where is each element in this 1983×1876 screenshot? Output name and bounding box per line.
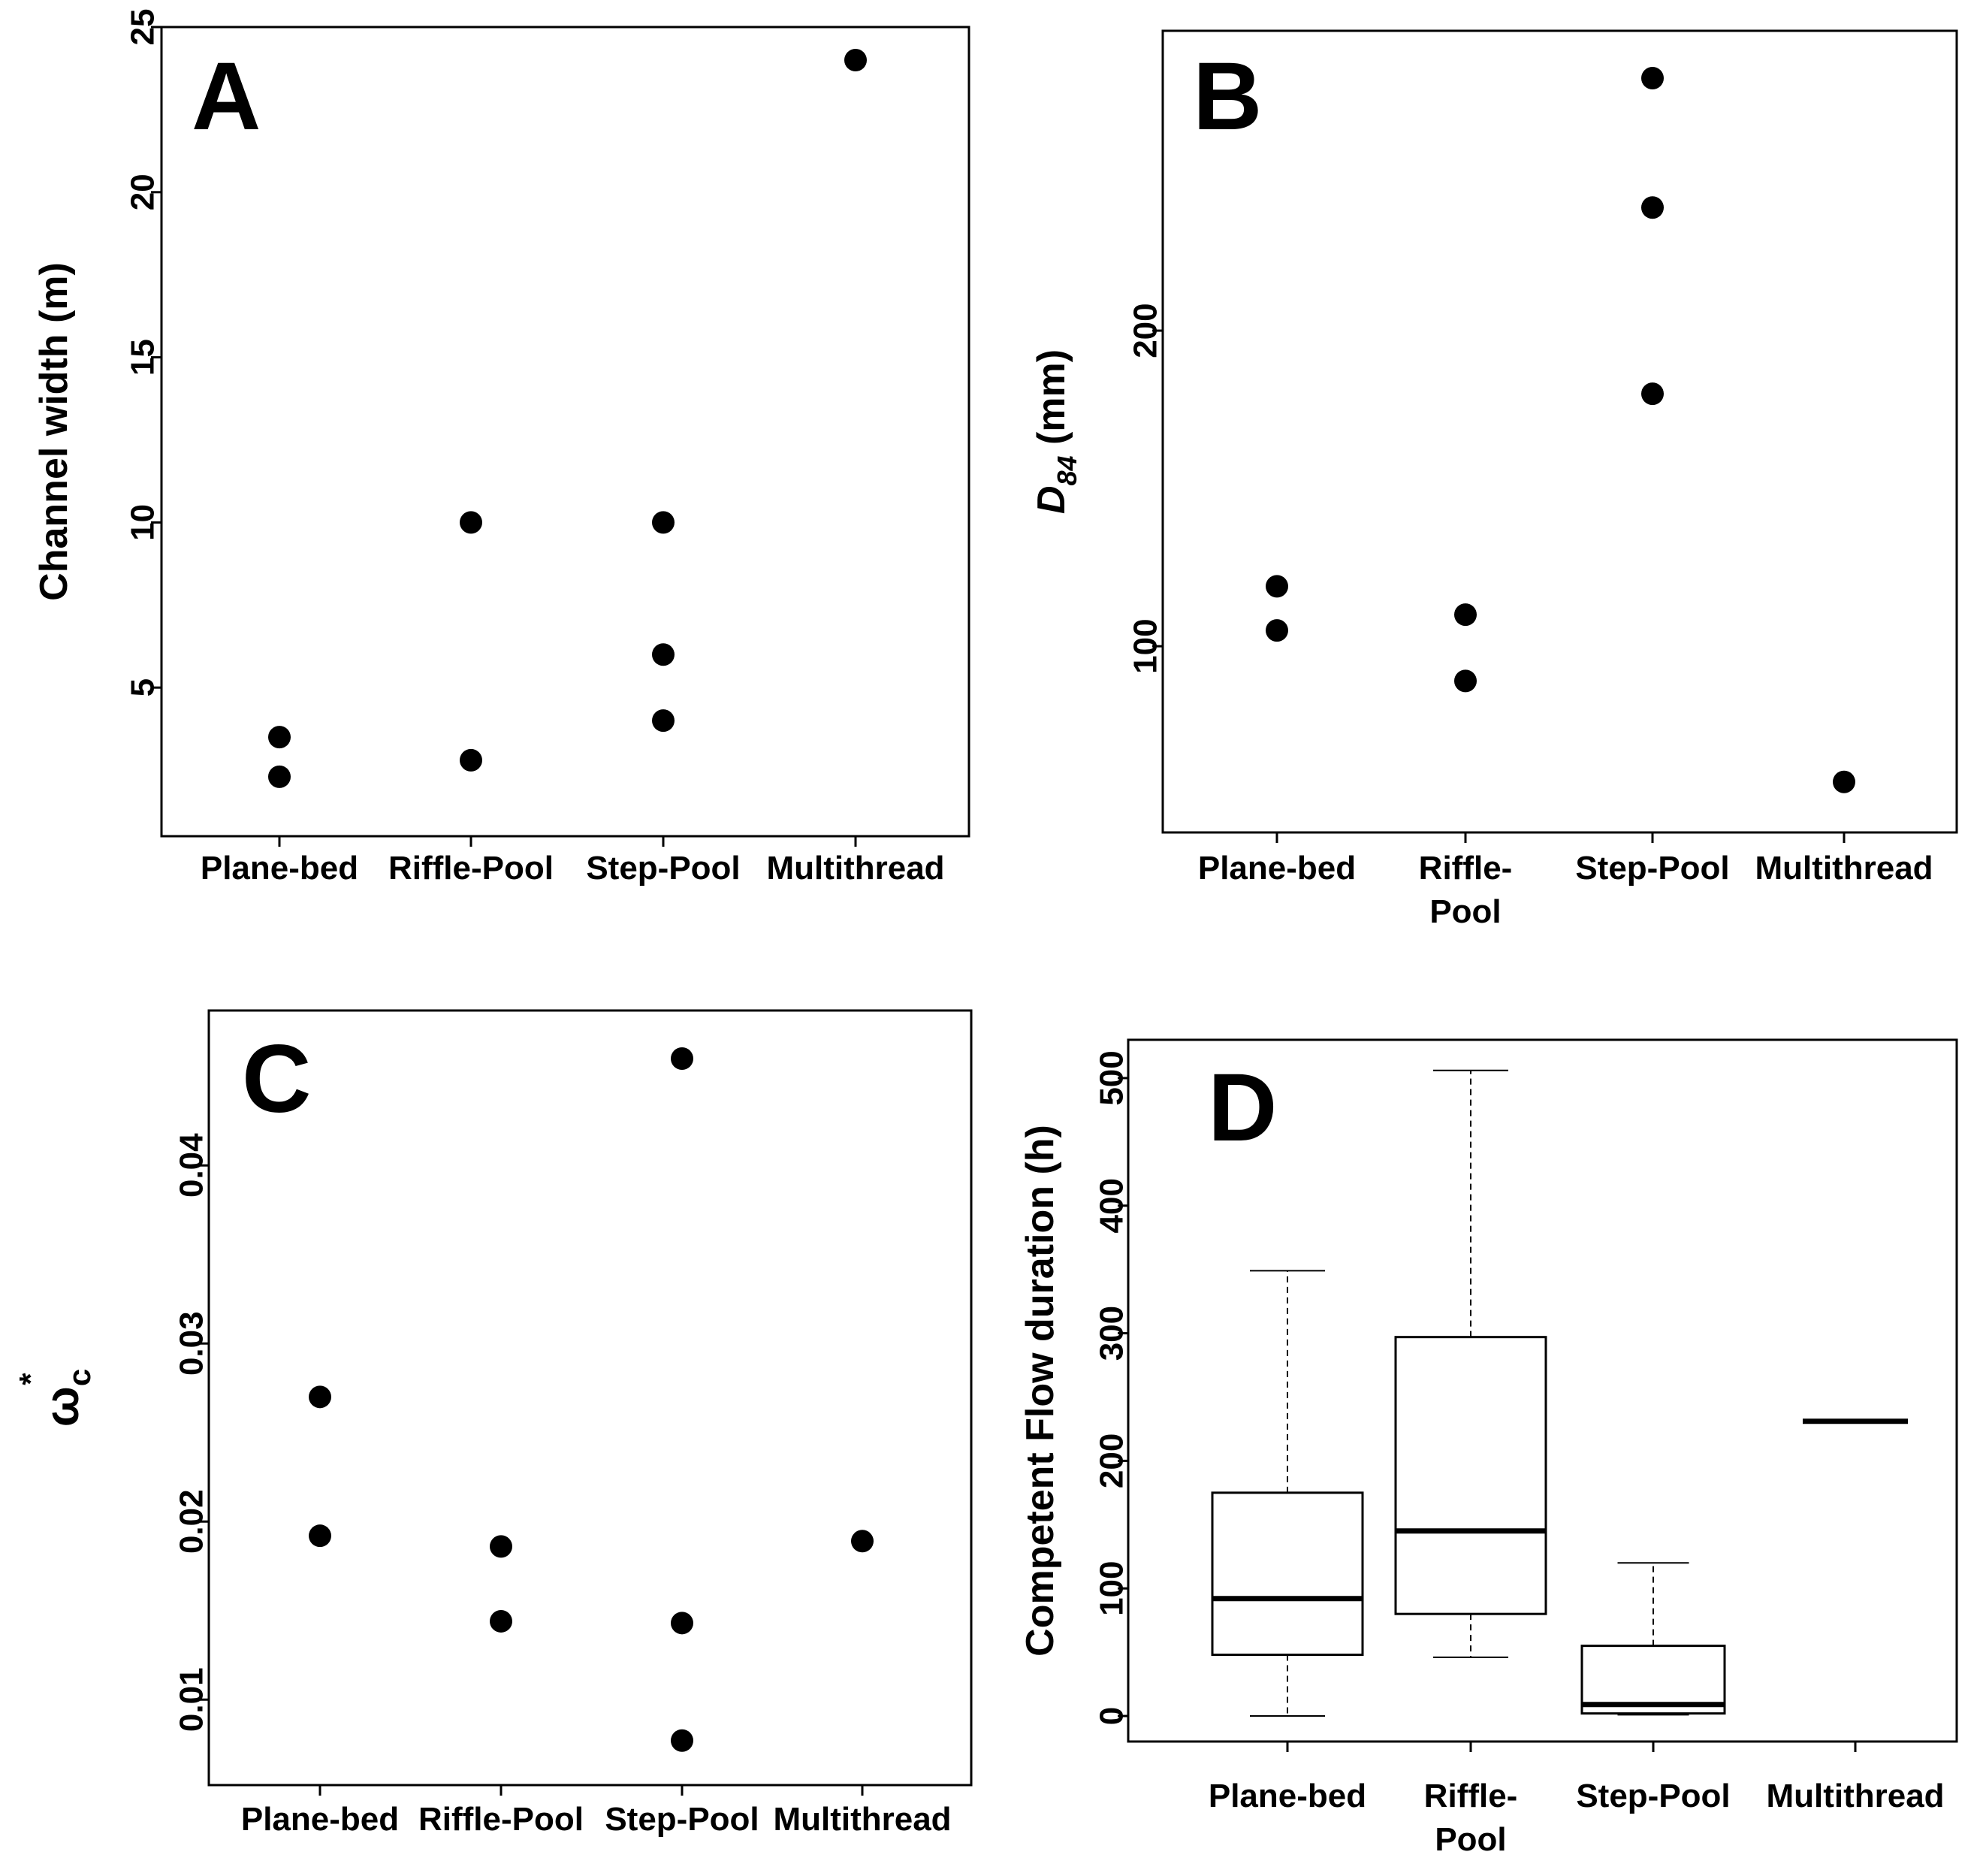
panel-b: B 100 200 Plane-bed Riffle- Pool Step-Pool Mult… (1030, 29, 1958, 930)
panel-b-xtick-label: Riffle- (1419, 850, 1513, 887)
panel-b-point (1641, 196, 1664, 219)
panel-a-ytick-label: 25 (125, 9, 161, 46)
ylabel-main: ω (35, 1386, 89, 1427)
panel-b-point (1641, 382, 1664, 406)
panel-d-ytick-label: 100 (1094, 1561, 1130, 1616)
panel-c-point (671, 1047, 693, 1070)
panel-a-ytick-label: 20 (125, 174, 161, 210)
panel-a-point (652, 511, 675, 534)
panel-a-xtick-label: Plane-bed (201, 850, 358, 887)
panel-c: C 0.01 0.02 0.03 0.04 Plane-bed Riffle-Pool Ste… (13, 1009, 973, 1838)
panel-b-point (1833, 770, 1855, 793)
panel-c-point (309, 1524, 331, 1548)
panel-a-point (844, 48, 867, 71)
panel-c-point (490, 1609, 512, 1633)
panel-c-point (851, 1530, 874, 1553)
panel-b-ytick-label: 100 (1127, 618, 1164, 673)
panel-a-point (268, 765, 291, 788)
panel-b-point (1266, 575, 1288, 598)
panel-c-point (671, 1729, 693, 1752)
panel-a-y-axis-label: Channel width (m) (32, 262, 76, 601)
panel-d-box (1211, 1270, 1364, 1717)
panel-d-box (1580, 1562, 1726, 1716)
panel-a-ytick-label: 5 (125, 678, 161, 696)
panel-d-ytick-label: 300 (1094, 1306, 1130, 1361)
panel-c-y-axis-label: ωc * (13, 1369, 98, 1427)
panel-c-ytick-label: 0.01 (174, 1667, 210, 1732)
panel-b-xtick-label: Pool (1429, 893, 1501, 930)
panel-c-ytick-label: 0.03 (174, 1311, 210, 1376)
panel-a-xtick-label: Step-Pool (586, 850, 740, 887)
ylabel-rest: (mm) (1030, 349, 1073, 456)
panel-d-ytick-label: 0 (1094, 1707, 1130, 1725)
panel-d-xtick-label: Plane-bed (1209, 1778, 1366, 1814)
panel-d-y-axis-label: Competent Flow duration (h) (1019, 1125, 1062, 1657)
ylabel-subscript: 84 (1052, 455, 1082, 485)
panel-a-point (460, 511, 482, 534)
panel-c-xtick-label: Riffle-Pool (418, 1801, 584, 1838)
panel-d-letter: D (1208, 1054, 1277, 1162)
panel-a-ytick-label: 10 (125, 504, 161, 541)
panel-d-ytick-label: 500 (1094, 1050, 1130, 1105)
panel-c-ytick-label: 0.02 (174, 1489, 210, 1554)
panel-c-letter: C (242, 1026, 311, 1133)
panel-d-box (1394, 1069, 1547, 1658)
panel-a-point (652, 709, 675, 733)
panel-b-point (1266, 619, 1288, 642)
panel-b-y-axis-label: D84 (mm) (1030, 349, 1082, 514)
panel-c-ytick-label: 0.04 (174, 1133, 210, 1198)
ylabel-superscript: * (13, 1373, 48, 1385)
panel-c-xtick-label: Step-Pool (605, 1801, 759, 1838)
iqr-box (1211, 1491, 1364, 1657)
ylabel-subscript: c (62, 1369, 97, 1386)
panel-c-point (671, 1612, 693, 1635)
panel-c-point (309, 1385, 331, 1409)
panel-c-plot-frame (207, 1009, 973, 1787)
panel-a-point (268, 726, 291, 749)
panel-d-ytick-label: 400 (1094, 1178, 1130, 1233)
panel-d-xtick-label: Multithread (1766, 1778, 1944, 1814)
panel-b-xtick-label: Multithread (1755, 850, 1933, 887)
panel-d-xtick-label: Step-Pool (1576, 1778, 1730, 1814)
panel-d: D 0 100 200 300 400 500 Plane-bed Riffle- Pool Ste… (1019, 1038, 1958, 1858)
panel-a: A 5 10 15 20 25 Plane-bed Riffle-Pool Step-Pool M… (32, 9, 970, 887)
panel-b-letter: B (1193, 43, 1262, 150)
panel-a-ytick-label: 15 (125, 339, 161, 376)
panel-d-ytick-label: 200 (1094, 1433, 1130, 1488)
panel-c-point (490, 1535, 512, 1558)
panel-d-xtick-label: Pool (1435, 1821, 1506, 1858)
panel-a-xtick-label: Riffle-Pool (388, 850, 554, 887)
panel-a-plot-frame (160, 26, 970, 838)
panel-b-point (1454, 603, 1477, 627)
panel-b-plot-frame (1161, 29, 1958, 834)
panel-b-ytick-label: 200 (1127, 303, 1164, 358)
panel-a-letter: A (192, 43, 261, 150)
panel-c-xtick-label: Multithread (773, 1801, 951, 1838)
panel-b-xtick-label: Plane-bed (1198, 850, 1356, 887)
panel-d-plot-frame (1127, 1038, 1958, 1743)
panel-c-xtick-label: Plane-bed (241, 1801, 399, 1838)
panel-b-xtick-label: Step-Pool (1575, 850, 1729, 887)
panel-b-point (1641, 67, 1664, 90)
ylabel-main: D (1030, 486, 1073, 515)
panel-b-point (1454, 669, 1477, 693)
iqr-box (1394, 1336, 1547, 1615)
panel-d-xtick-label: Riffle- (1424, 1778, 1518, 1814)
panel-a-point (460, 748, 482, 772)
panel-a-point (652, 643, 675, 666)
panel-a-xtick-label: Multithread (766, 850, 944, 887)
